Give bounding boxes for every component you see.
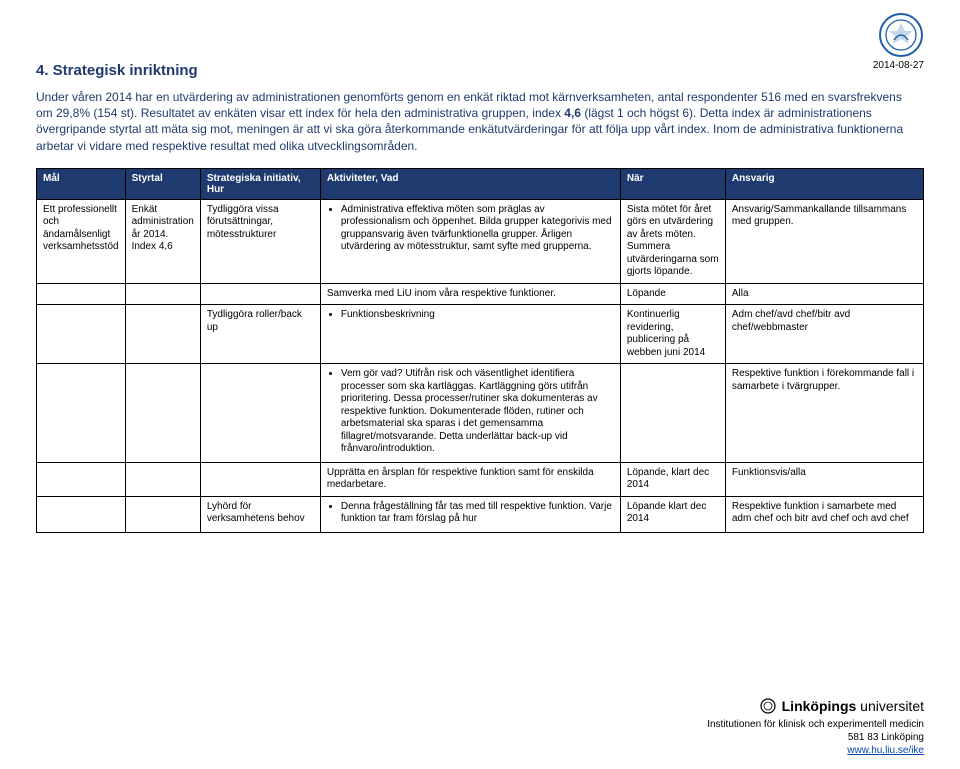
footer-link[interactable]: www.hu.liu.se/ike [847, 745, 924, 756]
cell-aktiviteter: Funktionsbeskrivning [320, 305, 620, 364]
col-header: Styrtal [125, 168, 200, 199]
table-row: Samverka med LiU inom våra respektive fu… [37, 283, 924, 305]
cell-nar: Löpande, klart dec 2014 [620, 462, 725, 496]
cell-ansvarig: Alla [725, 283, 923, 305]
cell-strategi [200, 364, 320, 463]
col-header: Mål [37, 168, 126, 199]
cell-nar: Löpande [620, 283, 725, 305]
cell-aktiviteter: Samverka med LiU inom våra respektive fu… [320, 283, 620, 305]
page: 2014-08-27 4. Strategisk inriktning Unde… [0, 0, 960, 769]
footer-addr: 581 83 Linköping [707, 731, 924, 744]
cell-styrtal [125, 496, 200, 532]
seal-small-icon [760, 698, 776, 714]
cell-styrtal [125, 462, 200, 496]
activity-item: Funktionsbeskrivning [341, 309, 614, 322]
intro-paragraph: Under våren 2014 har en utvärdering av a… [36, 89, 906, 154]
university-seal-icon [878, 12, 924, 58]
university-name-bold: Linköpings [782, 698, 857, 714]
cell-aktiviteter: Vem gör vad? Utifrån risk och väsentligh… [320, 364, 620, 463]
table-row: Vem gör vad? Utifrån risk och väsentligh… [37, 364, 924, 463]
cell-strategi [200, 283, 320, 305]
cell-mal [37, 305, 126, 364]
table-row: Tydliggöra roller/back up Funktionsbeskri… [37, 305, 924, 364]
cell-ansvarig: Respektive funktion i samarbete med adm … [725, 496, 923, 532]
cell-styrtal [125, 305, 200, 364]
col-header: När [620, 168, 725, 199]
col-header: Ansvarig [725, 168, 923, 199]
cell-strategi: Tydliggöra vissa förutsättningar, mötess… [200, 199, 320, 283]
table-header: Mål Styrtal Strategiska initiativ, Hur A… [37, 168, 924, 199]
table-row: Ett professionellt och ändamålsenligt ve… [37, 199, 924, 283]
plan-table: Mål Styrtal Strategiska initiativ, Hur A… [36, 168, 924, 533]
page-footer: Linköpings universitet Institutionen för… [707, 697, 924, 757]
cell-strategi: Lyhörd för verksamhetens behov [200, 496, 320, 532]
cell-nar: Löpande klart dec 2014 [620, 496, 725, 532]
cell-strategi: Tydliggöra roller/back up [200, 305, 320, 364]
university-name-rest: universitet [856, 698, 924, 714]
cell-mal: Ett professionellt och ändamålsenligt ve… [37, 199, 126, 283]
cell-ansvarig: Ansvarig/Sammankallande tillsammans med … [725, 199, 923, 283]
cell-ansvarig: Funktionsvis/alla [725, 462, 923, 496]
cell-aktiviteter: Denna frågeställning får tas med till re… [320, 496, 620, 532]
table-row: Lyhörd för verksamhetens behov Denna fråg… [37, 496, 924, 532]
cell-aktiviteter: Upprätta en årsplan för respektive funkt… [320, 462, 620, 496]
activity-item: Denna frågeställning får tas med till re… [341, 501, 614, 526]
document-date: 2014-08-27 [873, 60, 924, 71]
col-header: Strategiska initiativ, Hur [200, 168, 320, 199]
section-title: 4. Strategisk inriktning [36, 62, 924, 79]
cell-mal [37, 283, 126, 305]
university-name: Linköpings universitet [782, 697, 924, 715]
cell-mal [37, 496, 126, 532]
cell-strategi [200, 462, 320, 496]
footer-dept: Institutionen för klinisk och experiment… [707, 718, 924, 731]
cell-ansvarig: Adm chef/avd chef/bitr avd chef/webbmast… [725, 305, 923, 364]
cell-styrtal [125, 364, 200, 463]
table-row: Upprätta en årsplan för respektive funkt… [37, 462, 924, 496]
activity-item: Administrativa effektiva möten som prägl… [341, 204, 614, 254]
table-body: Ett professionellt och ändamålsenligt ve… [37, 199, 924, 532]
cell-nar: Kontinuerlig revidering, publicering på … [620, 305, 725, 364]
col-header: Aktiviteter, Vad [320, 168, 620, 199]
cell-styrtal [125, 283, 200, 305]
cell-mal [37, 364, 126, 463]
cell-nar: Sista mötet för året görs en utvärdering… [620, 199, 725, 283]
cell-mal [37, 462, 126, 496]
cell-ansvarig: Respektive funktion i förekommande fall … [725, 364, 923, 463]
cell-nar [620, 364, 725, 463]
university-logotype: Linköpings universitet [707, 697, 924, 715]
cell-aktiviteter: Administrativa effektiva möten som prägl… [320, 199, 620, 283]
header-right: 2014-08-27 [873, 12, 924, 71]
activity-item: Vem gör vad? Utifrån risk och väsentligh… [341, 368, 614, 456]
cell-styrtal: Enkät administration år 2014. Index 4,6 [125, 199, 200, 283]
